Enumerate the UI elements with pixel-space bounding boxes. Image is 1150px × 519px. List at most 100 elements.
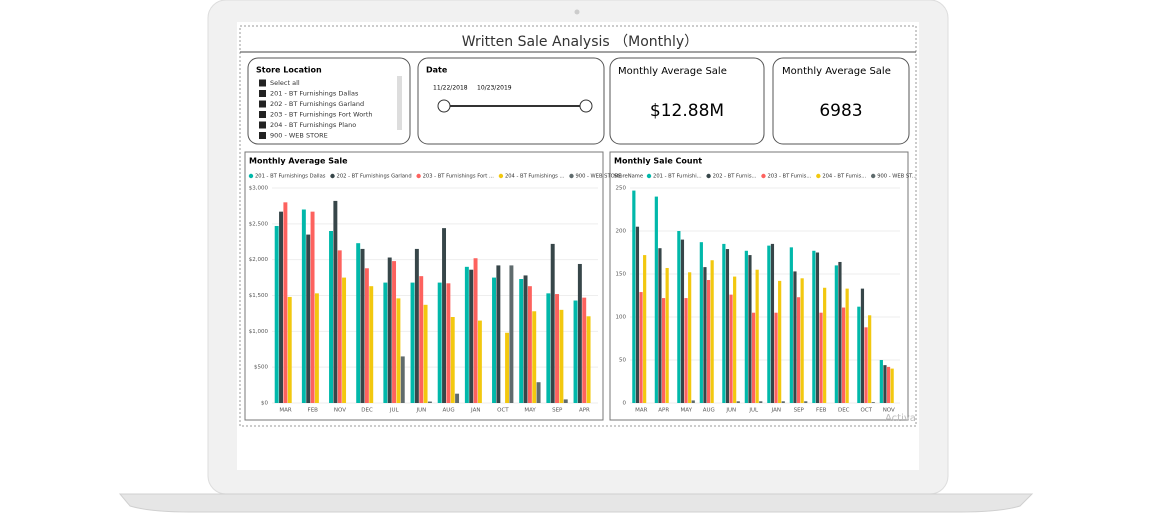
bar	[392, 261, 397, 403]
store-slicer	[247, 57, 411, 145]
legend-marker	[870, 173, 876, 179]
bar	[658, 248, 662, 403]
date-end[interactable]: 10/23/2019	[477, 85, 512, 92]
x-tick-label: NOV	[334, 408, 346, 414]
checkbox[interactable]	[259, 79, 266, 87]
x-tick-label: AUG	[703, 408, 715, 414]
bar	[586, 316, 591, 403]
y-tick-label: 200	[616, 229, 627, 235]
report-title: Written Sale Analysis （Monthly）	[462, 34, 698, 50]
checkbox[interactable]	[259, 100, 266, 108]
bar	[688, 272, 692, 403]
scrollbar	[397, 76, 402, 130]
bar	[748, 255, 752, 403]
slider-handle[interactable]	[437, 99, 451, 113]
bar	[804, 401, 808, 403]
x-tick-label: JUN	[725, 408, 736, 414]
bar	[796, 297, 801, 403]
bar	[864, 327, 868, 403]
x-tick-label: FEB	[308, 408, 319, 414]
bar	[387, 257, 392, 403]
checkbox[interactable]	[259, 111, 266, 118]
bar	[661, 298, 666, 403]
bar	[555, 294, 560, 403]
bar	[860, 288, 865, 403]
bar	[419, 276, 424, 403]
bar	[559, 309, 564, 403]
bar	[437, 282, 442, 403]
y-tick-label: 250	[616, 186, 627, 192]
kpi-card	[772, 57, 910, 145]
bar	[400, 356, 405, 403]
bar	[279, 211, 284, 403]
checkbox[interactable]	[259, 132, 266, 139]
bar	[442, 228, 447, 403]
bar	[342, 277, 347, 403]
legend-label: 201 - BT Furnishings Dallas	[255, 174, 326, 180]
slicer-item: 900 - WEB STORE	[270, 132, 328, 140]
x-tick-label: SEP	[794, 408, 805, 414]
slicer-item: 201 - BT Furnishings Dallas	[270, 90, 359, 98]
bar	[301, 209, 306, 403]
bar	[819, 312, 823, 403]
bar	[477, 320, 482, 403]
legend-marker	[706, 173, 711, 179]
bar	[812, 250, 816, 403]
bar	[356, 243, 361, 403]
bar	[733, 276, 737, 403]
bar	[492, 277, 496, 403]
x-tick-label: MAY	[524, 408, 536, 414]
checkbox[interactable]	[259, 90, 266, 97]
x-tick-label: JAN	[771, 408, 781, 414]
bar	[883, 365, 887, 403]
y-tick-label: 100	[616, 315, 627, 321]
bar	[546, 293, 551, 403]
bar	[781, 401, 785, 403]
kpi-card	[609, 57, 765, 145]
slider-handle[interactable]	[579, 99, 593, 113]
y-tick-label: $0	[261, 401, 268, 407]
bar	[519, 279, 524, 403]
legend-label: 900 - WEB ST...	[877, 174, 917, 180]
bar	[505, 332, 510, 403]
legend-marker	[816, 173, 821, 179]
bar	[759, 401, 763, 403]
checkbox[interactable]	[259, 121, 266, 129]
bar	[396, 298, 401, 403]
bar	[450, 317, 455, 403]
bar	[423, 304, 428, 403]
bar	[306, 234, 311, 403]
x-tick-label: MAR	[279, 408, 292, 414]
card-value: $12.88M	[650, 101, 724, 121]
bar	[706, 280, 711, 403]
legend-label: 204 - BT Furnishings ...	[505, 174, 565, 180]
bar	[337, 250, 342, 403]
bar	[635, 226, 640, 403]
y-tick-label: 0	[623, 401, 627, 407]
bar	[736, 401, 740, 403]
bar	[871, 402, 875, 403]
bar	[722, 243, 726, 403]
date-start[interactable]: 11/22/2018	[433, 85, 468, 92]
bar	[755, 269, 759, 403]
bar	[886, 366, 891, 403]
bar	[710, 260, 714, 403]
bar	[577, 263, 582, 403]
x-tick-label: OCT	[497, 408, 509, 414]
bar	[868, 315, 872, 403]
x-tick-label: MAY	[681, 408, 693, 414]
bar	[815, 252, 820, 403]
bar	[793, 271, 797, 403]
bar	[857, 306, 861, 403]
bar	[283, 202, 288, 403]
card-title: Monthly Average Sale	[782, 66, 891, 77]
bar	[523, 275, 528, 403]
bar	[582, 297, 587, 403]
y-tick-label: 150	[616, 272, 627, 278]
bar	[841, 307, 846, 403]
bar	[532, 311, 537, 403]
bar	[789, 247, 793, 403]
bar	[691, 400, 695, 403]
x-tick-label: DEC	[838, 408, 850, 414]
x-tick-label: MAR	[635, 408, 648, 414]
